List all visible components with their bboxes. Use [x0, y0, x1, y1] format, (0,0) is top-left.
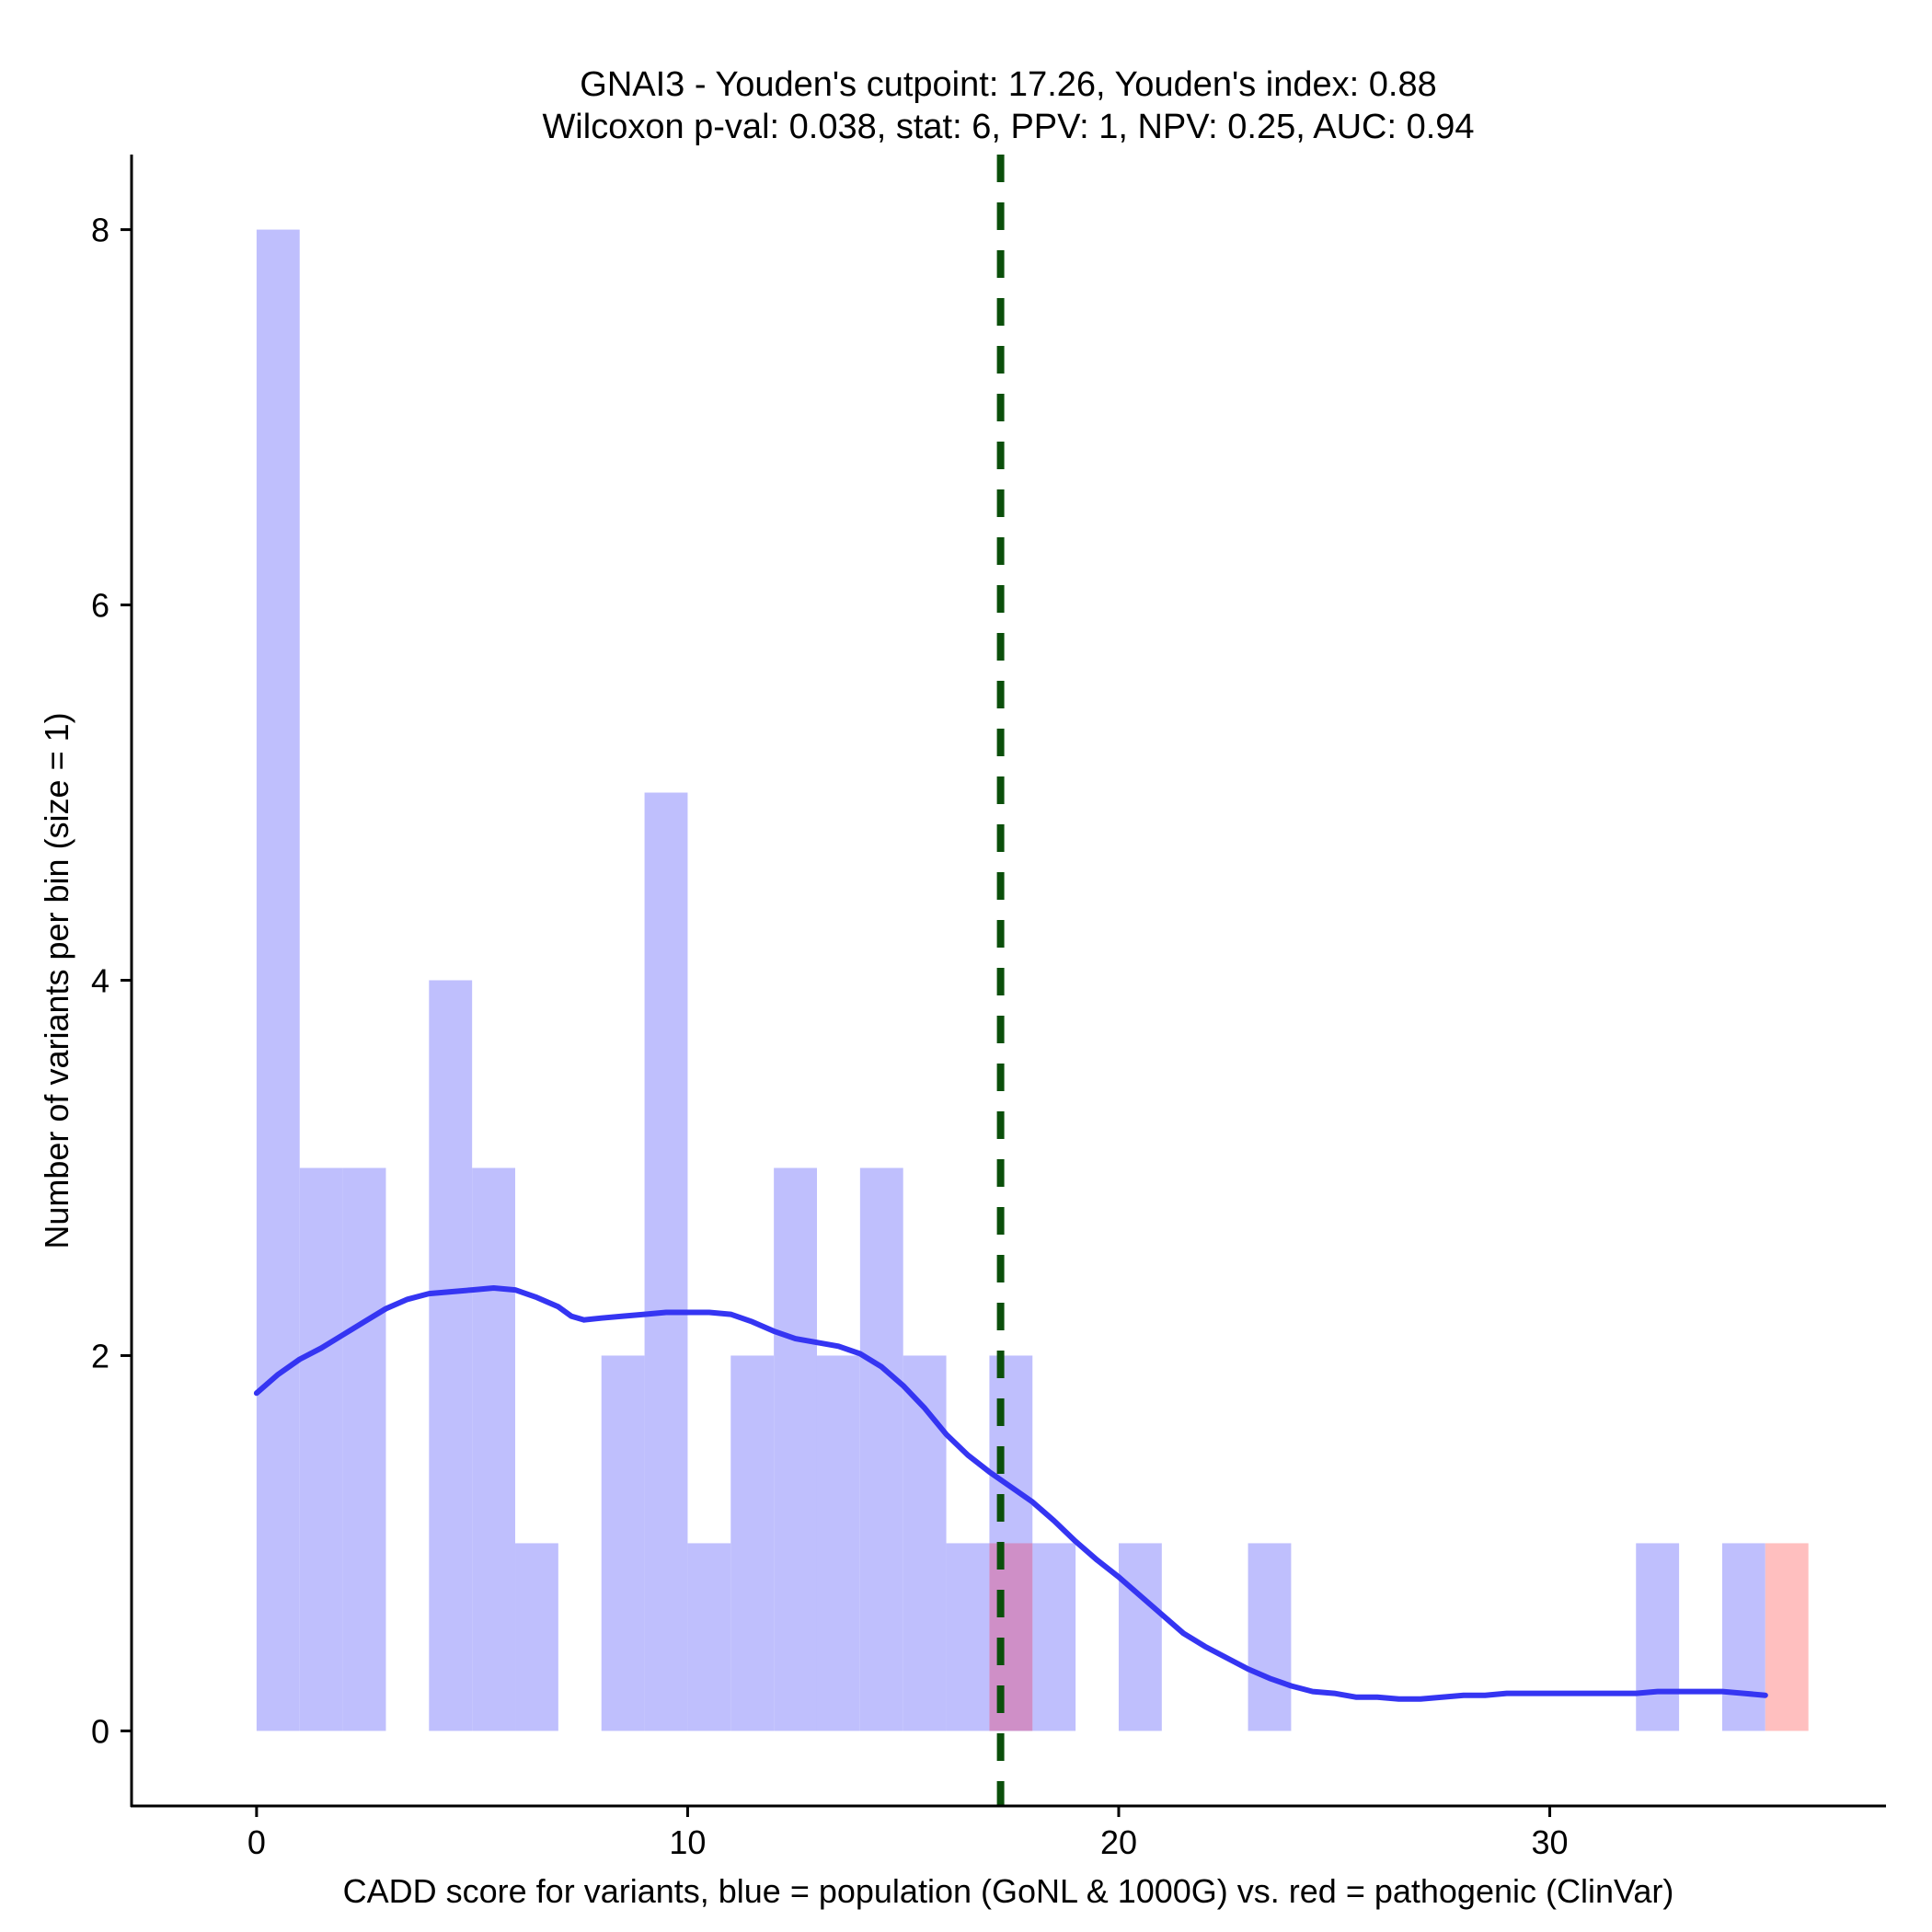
population-bar: [859, 1167, 903, 1731]
y-ticks-layer: 0 2 4 6 8: [91, 212, 132, 1750]
pathogenic-bar: [989, 1543, 1033, 1731]
bars-layer: [256, 229, 1809, 1731]
population-bar: [256, 229, 300, 1731]
population-bar: [946, 1543, 990, 1731]
population-bar: [1721, 1543, 1765, 1731]
density-curve: [253, 1285, 1768, 1702]
y-tick-label: 2: [91, 1337, 109, 1374]
x-tick-label: 0: [247, 1823, 266, 1861]
population-bar: [903, 1355, 947, 1731]
population-bar: [515, 1543, 558, 1731]
chart-title-line2: Wilcoxon p-val: 0.038, stat: 6, PPV: 1, …: [542, 108, 1474, 146]
y-axis-title: Number of variants per bin (size = 1): [38, 712, 75, 1248]
population-bar: [1636, 1543, 1680, 1731]
x-axis-title: CADD score for variants, blue = populati…: [343, 1872, 1674, 1910]
population-bar: [687, 1543, 731, 1731]
population-bar: [299, 1167, 343, 1731]
population-bar: [1248, 1543, 1292, 1731]
population-bar: [472, 1167, 516, 1731]
x-tick-label: 20: [1100, 1823, 1137, 1861]
y-tick-label: 4: [91, 962, 109, 1000]
population-bar: [730, 1355, 775, 1731]
population-bar: [342, 1167, 386, 1731]
y-tick-label: 6: [91, 587, 109, 625]
y-tick-label: 0: [91, 1712, 109, 1750]
chart-title-line1: GNAI3 - Youden's cutpoint: 17.26, Youden…: [580, 65, 1436, 104]
population-bar: [429, 980, 473, 1731]
population-bar: [1118, 1543, 1162, 1731]
pathogenic-bar: [1765, 1543, 1809, 1731]
y-tick-label: 8: [91, 212, 109, 249]
population-bar: [816, 1355, 860, 1731]
population-bar: [601, 1355, 645, 1731]
population-bar: [1032, 1543, 1076, 1731]
x-ticks-layer: 0 10 20 30: [247, 1806, 1569, 1861]
x-tick-label: 10: [669, 1823, 706, 1861]
curve-layer: [253, 1285, 1768, 1702]
x-tick-label: 30: [1532, 1823, 1569, 1861]
population-bar: [644, 792, 688, 1731]
population-bar: [774, 1167, 817, 1731]
